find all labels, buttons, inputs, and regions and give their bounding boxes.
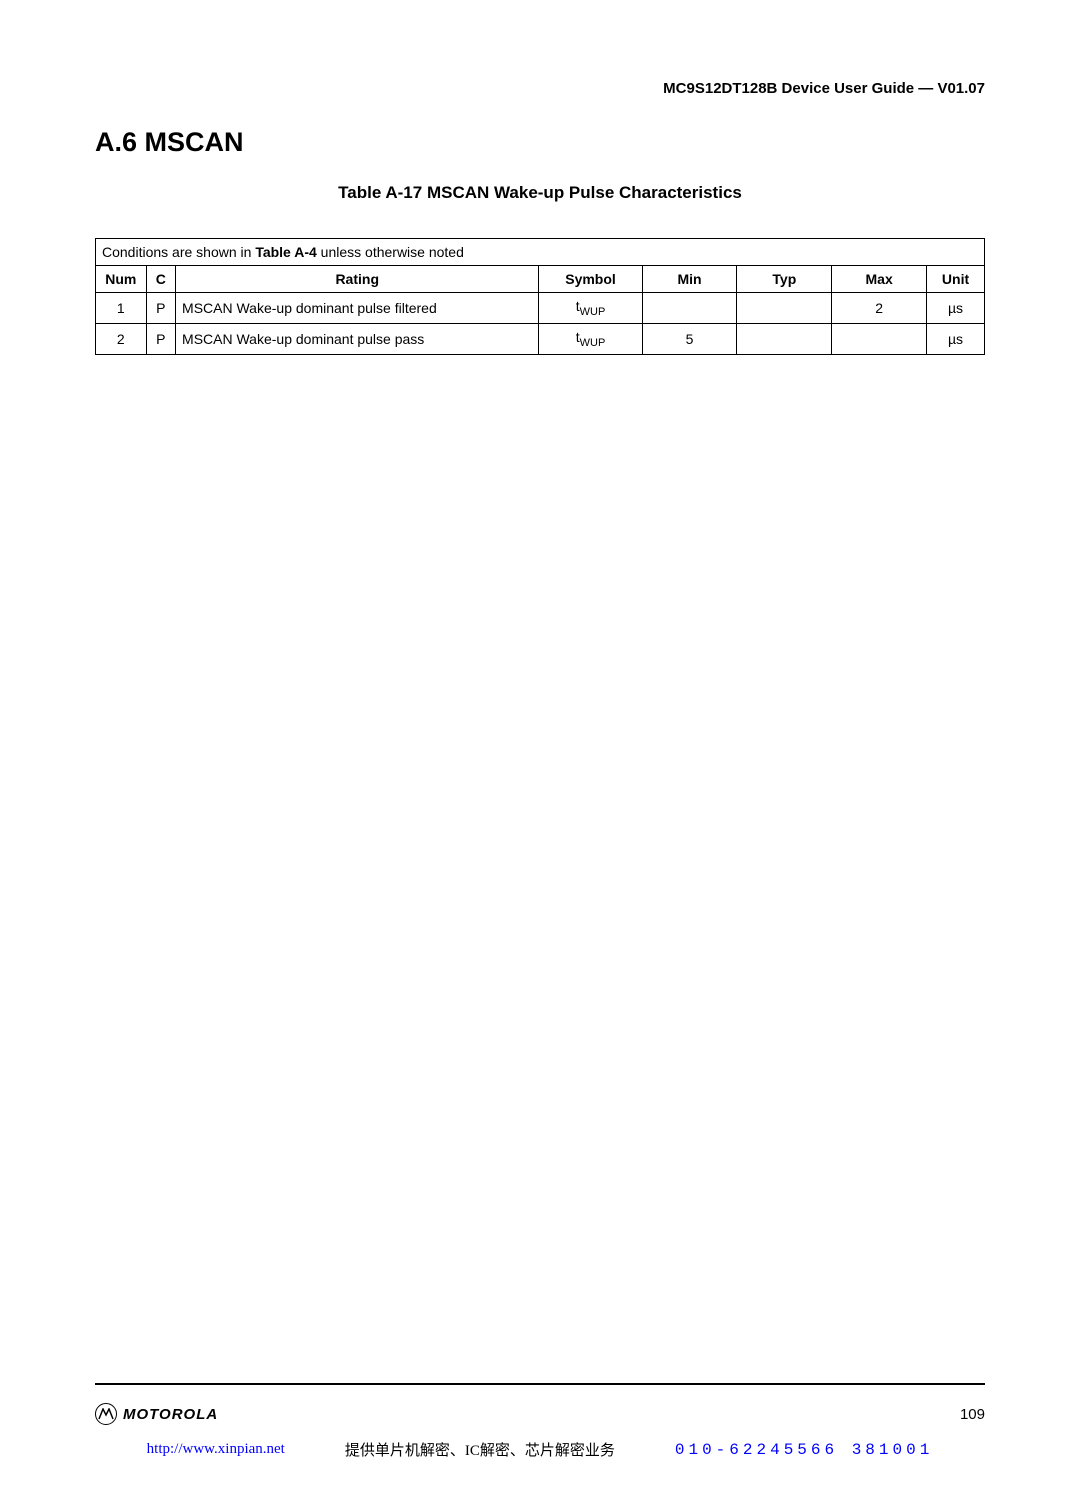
table-header-row: Num C Rating Symbol Min Typ Max Unit — [96, 266, 985, 293]
conditions-suffix: unless otherwise noted — [317, 244, 464, 260]
motorola-logo: MOTOROLA — [95, 1403, 218, 1425]
bottom-info-line: http://www.xinpian.net 提供单片机解密、IC解密、芯片解密… — [0, 1439, 1080, 1460]
cell-typ — [737, 293, 832, 324]
table-conditions-row: Conditions are shown in Table A-4 unless… — [96, 239, 985, 266]
header-unit: Unit — [927, 266, 985, 293]
header-typ: Typ — [737, 266, 832, 293]
symbol-sub: WUP — [580, 337, 606, 349]
cell-unit: µs — [927, 293, 985, 324]
cell-typ — [737, 323, 832, 354]
footer-row: MOTOROLA 109 — [95, 1403, 985, 1425]
table-caption: Table A-17 MSCAN Wake-up Pulse Character… — [95, 183, 985, 203]
header-c: C — [146, 266, 175, 293]
cell-symbol: tWUP — [539, 323, 642, 354]
cell-c: P — [146, 293, 175, 324]
cell-min — [642, 293, 737, 324]
section-heading: A.6 MSCAN — [95, 127, 985, 158]
page-number: 109 — [960, 1406, 985, 1423]
header-rating: Rating — [176, 266, 539, 293]
header-max: Max — [832, 266, 927, 293]
cell-num: 2 — [96, 323, 147, 354]
cell-num: 1 — [96, 293, 147, 324]
footer-rule — [95, 1383, 985, 1385]
table-row: 1 P MSCAN Wake-up dominant pulse filtere… — [96, 293, 985, 324]
cell-unit: µs — [927, 323, 985, 354]
cell-min: 5 — [642, 323, 737, 354]
motorola-logo-text: MOTOROLA — [123, 1406, 218, 1423]
cell-c: P — [146, 323, 175, 354]
cell-symbol: tWUP — [539, 293, 642, 324]
document-header: MC9S12DT128B Device User Guide — V01.07 — [95, 80, 985, 97]
cell-max: 2 — [832, 293, 927, 324]
symbol-sub: WUP — [580, 306, 606, 318]
footer-phone: 010-62245566 381001 — [675, 1441, 933, 1459]
cell-rating: MSCAN Wake-up dominant pulse pass — [176, 323, 539, 354]
header-num: Num — [96, 266, 147, 293]
footer-chinese-text: 提供单片机解密、IC解密、芯片解密业务 — [345, 1439, 615, 1460]
cell-rating: MSCAN Wake-up dominant pulse filtered — [176, 293, 539, 324]
motorola-logo-icon — [95, 1403, 117, 1425]
footer-url: http://www.xinpian.net — [147, 1441, 285, 1458]
motorola-m-icon — [98, 1408, 114, 1420]
header-symbol: Symbol — [539, 266, 642, 293]
characteristics-table: Conditions are shown in Table A-4 unless… — [95, 238, 985, 355]
conditions-bold: Table A-4 — [255, 244, 316, 260]
table-row: 2 P MSCAN Wake-up dominant pulse pass tW… — [96, 323, 985, 354]
table-conditions-cell: Conditions are shown in Table A-4 unless… — [96, 239, 985, 266]
conditions-prefix: Conditions are shown in — [102, 244, 255, 260]
page-footer: MOTOROLA 109 — [95, 1383, 985, 1425]
header-min: Min — [642, 266, 737, 293]
cell-max — [832, 323, 927, 354]
